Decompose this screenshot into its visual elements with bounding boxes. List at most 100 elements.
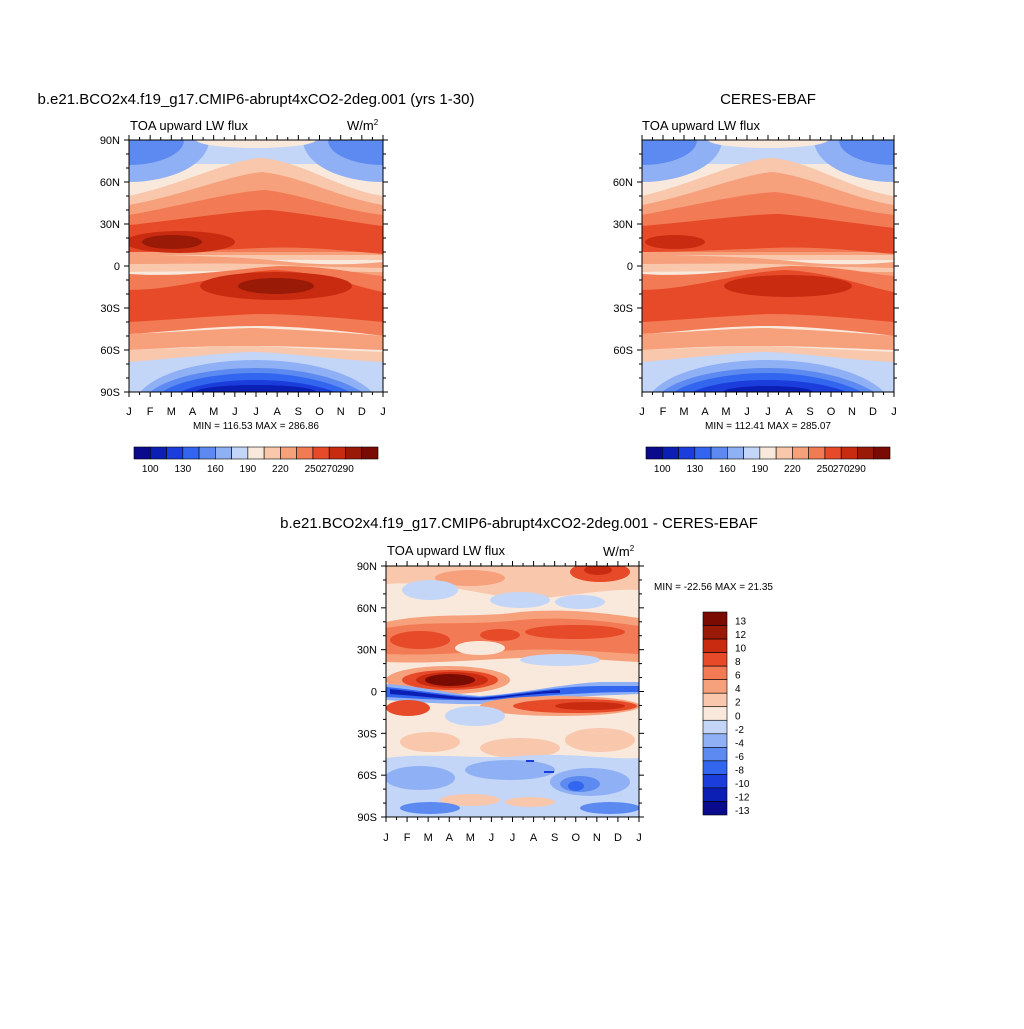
obs-x-label: S xyxy=(806,406,813,418)
diff-colorbar-box xyxy=(702,625,728,640)
obs-x-label: F xyxy=(660,406,667,418)
model-subtitle: TOA upward LW flux xyxy=(130,118,249,133)
obs-colorbar-box xyxy=(710,446,728,460)
diff-subtitle: TOA upward LW flux xyxy=(387,543,506,558)
obs-y-label: 0 xyxy=(627,261,633,273)
model-colorbar-label: 250 xyxy=(305,464,322,475)
diff-y-label: 60N xyxy=(357,603,377,615)
model-minmax: MIN = 116.53 MAX = 286.86 xyxy=(193,421,319,432)
diff-colorbar-box xyxy=(702,801,728,816)
diff-x-label: N xyxy=(593,832,601,844)
model-colorbar-box xyxy=(182,446,200,460)
obs-colorbar-label: 290 xyxy=(849,464,866,475)
obs-x-label: J xyxy=(891,406,897,418)
model-y-label: 90N xyxy=(100,135,120,147)
diff-colorbar-box xyxy=(702,679,728,694)
model-y-label: 0 xyxy=(114,261,120,273)
diff-x-label: M xyxy=(466,832,475,844)
diff-colorbar-box xyxy=(702,611,728,626)
diff-x-label: A xyxy=(530,832,538,844)
diff-colorbar-label: 13 xyxy=(735,617,747,628)
diff-panel: b.e21.BCO2x4.f19_g17.CMIP6-abrupt4xCO2-2… xyxy=(280,515,773,844)
obs-panel: CERES-EBAF TOA upward LW flux xyxy=(613,91,899,475)
model-x-label: J xyxy=(126,406,132,418)
model-colorbar-box xyxy=(296,446,314,460)
model-colorbar-label: 100 xyxy=(142,464,159,475)
obs-colorbar-label: 220 xyxy=(784,464,801,475)
obs-field xyxy=(642,140,894,392)
model-x-label: A xyxy=(189,406,197,418)
obs-colorbar-box xyxy=(661,446,679,460)
obs-colorbar-box xyxy=(727,446,744,460)
diff-colorbar-box xyxy=(702,733,728,748)
diff-colorbar-box xyxy=(702,774,728,789)
model-y-label: 60N xyxy=(100,177,120,189)
model-y-label: 30S xyxy=(100,303,120,315)
diff-colorbar-box xyxy=(702,665,728,680)
diff-colorbar: 13 12 10 8 6 4 2 0 -2 -4 -6 -8 -10 -12 -13 xyxy=(702,611,750,817)
model-colorbar-box xyxy=(231,446,249,460)
model-x-label: A xyxy=(273,406,281,418)
diff-colorbar-label: -6 xyxy=(735,752,744,763)
obs-colorbar-box xyxy=(743,446,761,460)
diff-colorbar-box xyxy=(702,692,728,708)
diff-x-label: A xyxy=(446,832,454,844)
diff-colorbar-label: -2 xyxy=(735,725,744,736)
model-colorbar-box xyxy=(361,446,379,460)
model-colorbar-box xyxy=(328,446,346,460)
model-colorbar-label: 160 xyxy=(207,464,224,475)
obs-y-label: 60N xyxy=(613,177,633,189)
diff-y-label: 60S xyxy=(357,770,377,782)
diff-field xyxy=(386,566,639,817)
diff-colorbar-box xyxy=(702,652,728,667)
diff-colorbar-label: -4 xyxy=(735,738,744,749)
model-colorbar-box xyxy=(149,446,167,460)
model-y-label: 90S xyxy=(100,387,120,399)
obs-colorbar-label: 190 xyxy=(752,464,769,475)
obs-x-label: M xyxy=(679,406,688,418)
model-x-label: M xyxy=(209,406,218,418)
model-x-label: J xyxy=(232,406,238,418)
model-colorbar-box xyxy=(133,446,151,460)
diff-colorbar-label: 6 xyxy=(735,671,741,682)
diff-colorbar-label: -8 xyxy=(735,765,744,776)
diff-colorbar-label: 12 xyxy=(735,630,747,641)
obs-colorbar-box xyxy=(759,446,777,460)
model-colorbar-label: 220 xyxy=(272,464,289,475)
obs-minmax: MIN = 112.41 MAX = 285.07 xyxy=(705,421,831,432)
obs-colorbar-label: 160 xyxy=(719,464,736,475)
diff-x-label: S xyxy=(551,832,558,844)
model-x-label: J xyxy=(253,406,259,418)
model-x-label: F xyxy=(147,406,154,418)
diff-colorbar-box xyxy=(702,706,728,721)
model-panel: b.e21.BCO2x4.f19_g17.CMIP6-abrupt4xCO2-2… xyxy=(38,91,475,475)
diff-colorbar-label: 4 xyxy=(735,684,741,695)
model-colorbar-box xyxy=(247,446,265,460)
obs-colorbar-box xyxy=(775,446,793,460)
diff-y-label: 90S xyxy=(357,812,377,824)
obs-y-label: 30S xyxy=(613,303,633,315)
obs-colorbar-label: 270 xyxy=(833,464,850,475)
obs-x-label: J xyxy=(639,406,645,418)
diff-x-label: J xyxy=(489,832,495,844)
obs-colorbar-label: 100 xyxy=(654,464,671,475)
model-colorbar-label: 290 xyxy=(337,464,354,475)
diff-colorbar-label: -10 xyxy=(735,779,750,790)
obs-colorbar-box xyxy=(694,446,712,460)
obs-colorbar-box xyxy=(857,446,875,460)
obs-x-label: D xyxy=(869,406,877,418)
obs-title: CERES-EBAF xyxy=(720,91,816,108)
diff-x-label: J xyxy=(636,832,642,844)
diff-y-label: 30S xyxy=(357,728,377,740)
model-colorbar: 100 130 160 190 220 250 270 290 xyxy=(133,446,379,475)
diff-colorbar-label: 0 xyxy=(735,711,741,722)
diff-minmax: MIN = -22.56 MAX = 21.35 xyxy=(654,582,773,593)
obs-colorbar-box xyxy=(678,446,696,460)
diff-colorbar-label: 2 xyxy=(735,698,741,709)
diff-colorbar-box xyxy=(702,760,728,775)
obs-colorbar-box xyxy=(873,446,891,460)
obs-colorbar-box xyxy=(824,446,842,460)
